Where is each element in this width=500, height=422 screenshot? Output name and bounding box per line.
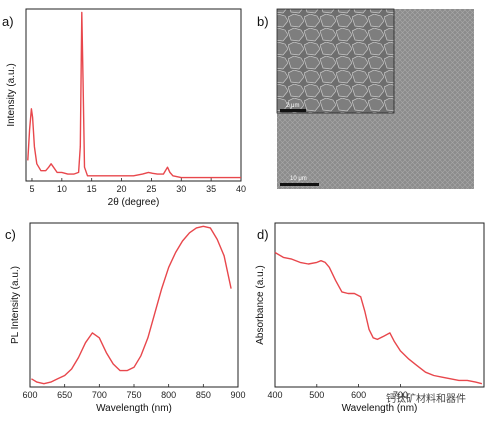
chart-d-x-tick-label-3: 700 [393, 390, 408, 400]
chart-c-y-axis-title: PL Intensity (a.u.) [10, 266, 21, 344]
chart-a-x-tick-label-1: 10 [57, 184, 67, 194]
chart-d-y-axis-title: Absorbance (a.u.) [255, 265, 266, 345]
chart-d-plot-frame [274, 222, 485, 388]
panel-label-b: b) [257, 14, 269, 29]
chart-a-x-tick-label-5: 30 [176, 184, 186, 194]
chart-a-x-tick-label-0: 5 [29, 184, 34, 194]
chart-d-x-tick-label-1: 500 [309, 390, 324, 400]
chart-c-x-tick-label-3: 750 [126, 390, 141, 400]
chart-c-x-tick-label-6: 900 [230, 390, 245, 400]
sem-image: 2 μm 10 μm [276, 8, 474, 189]
chart-d-series-line [274, 251, 483, 385]
chart-a-series-line [27, 11, 241, 179]
chart-a-x-tick-label-2: 15 [87, 184, 97, 194]
chart-c-plot-frame [29, 222, 239, 388]
chart-d-x-tick-label-0: 400 [267, 390, 282, 400]
chart-c: 600 650 700 750 800 850 900 Wavelength (nm) PL I… [10, 222, 246, 414]
chart-a-x-tick-label-6: 35 [206, 184, 216, 194]
watermark-text: 钙钛矿材料和器件 [386, 392, 466, 405]
panel-label-c: c) [5, 227, 16, 242]
panel-label-d: d) [257, 227, 269, 242]
sem-main-scale-bar [280, 183, 319, 186]
sem-inset-scale-label: 2 μm [286, 103, 299, 109]
sem-main-scale-label: 10 μm [290, 176, 307, 182]
chart-c-series-line [31, 225, 232, 385]
chart-a-plot-frame [25, 8, 242, 182]
chart-a-x-axis-title: 2θ (degree) [108, 197, 160, 208]
chart-c-x-tick-label-4: 800 [161, 390, 176, 400]
chart-d-x-tick-label-2: 600 [351, 390, 366, 400]
chart-c-x-tick-label-1: 650 [57, 390, 72, 400]
chart-d: 400 500 600 700 Wavelength (nm) Absorbance (a… [255, 222, 485, 414]
sem-inset-image [276, 8, 395, 114]
chart-c-x-tick-label-0: 600 [22, 390, 37, 400]
panel-label-a: a) [2, 14, 14, 29]
chart-d-x-axis-title: Wavelength (nm) [342, 403, 418, 414]
chart-c-x-tick-label-2: 700 [92, 390, 107, 400]
chart-a: 5 10 15 20 25 30 35 40 2θ (degree) Intensity (a.u… [6, 8, 246, 208]
chart-a-x-tick-label-3: 20 [117, 184, 127, 194]
chart-a-x-tick-label-7: 40 [236, 184, 246, 194]
chart-a-y-axis-title: Intensity (a.u.) [6, 63, 17, 126]
sem-inset-scale-bar [280, 109, 306, 112]
chart-c-x-axis-title: Wavelength (nm) [96, 403, 172, 414]
chart-c-x-tick-label-5: 850 [196, 390, 211, 400]
chart-a-x-tick-label-4: 25 [146, 184, 156, 194]
